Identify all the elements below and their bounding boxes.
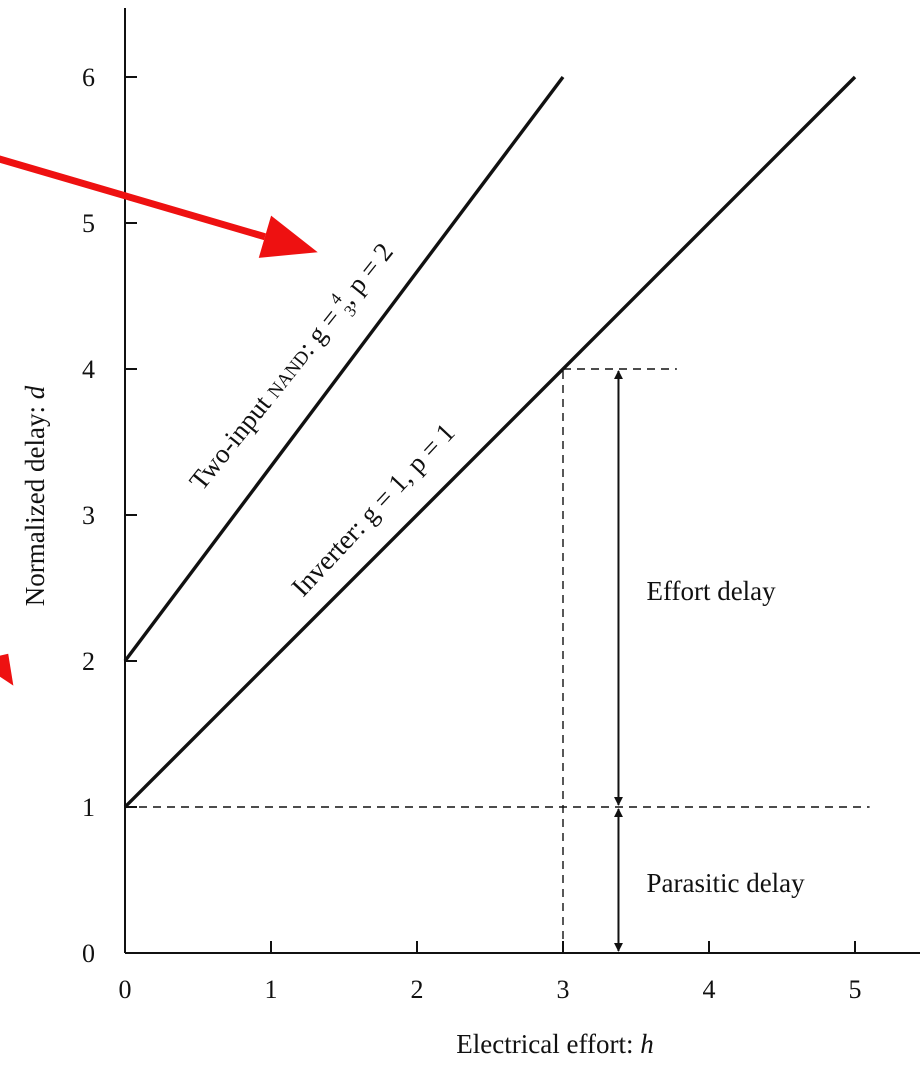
overlay-arrows <box>0 155 318 686</box>
x-tick-label: 1 <box>265 975 278 1004</box>
red-arrow-head <box>258 215 318 258</box>
y-tick-label: 2 <box>82 647 95 676</box>
inverter-series-line <box>123 75 857 809</box>
x-tick-label: 2 <box>411 975 424 1004</box>
annotations: Effort delay Parasitic delay <box>613 370 805 952</box>
y-axis-title: Normalized delay: d <box>20 385 50 606</box>
red-arrow-shaft <box>0 155 266 241</box>
reference-lines <box>125 368 870 953</box>
series-lines <box>123 75 857 809</box>
y-tick-label: 0 <box>82 939 95 968</box>
x-axis-title: Electrical effort: h <box>456 1029 653 1059</box>
nand-series-label: Two-input NAND: g = 43, p = 2 <box>182 236 404 500</box>
nand-series-line <box>123 75 565 663</box>
x-tick-label: 3 <box>557 975 570 1004</box>
y-tick-label: 3 <box>82 501 95 530</box>
annotation-label: Parasitic delay <box>646 868 805 898</box>
inverter-series-label: Inverter: g = 1, p = 1 <box>285 417 460 602</box>
x-tick-label: 4 <box>703 975 716 1004</box>
y-tick-label: 6 <box>82 63 95 92</box>
y-tick-label: 4 <box>82 355 95 384</box>
red-arrow-head <box>0 653 14 686</box>
x-tick-label: 0 <box>119 975 132 1004</box>
y-tick-label: 1 <box>82 793 95 822</box>
annotation-label: Effort delay <box>646 576 776 606</box>
y-tick-label: 5 <box>82 209 95 238</box>
axis-ticks: 0 1 2 3 4 5 0 1 2 3 4 5 6 <box>82 63 862 1004</box>
x-tick-label: 5 <box>849 975 862 1004</box>
